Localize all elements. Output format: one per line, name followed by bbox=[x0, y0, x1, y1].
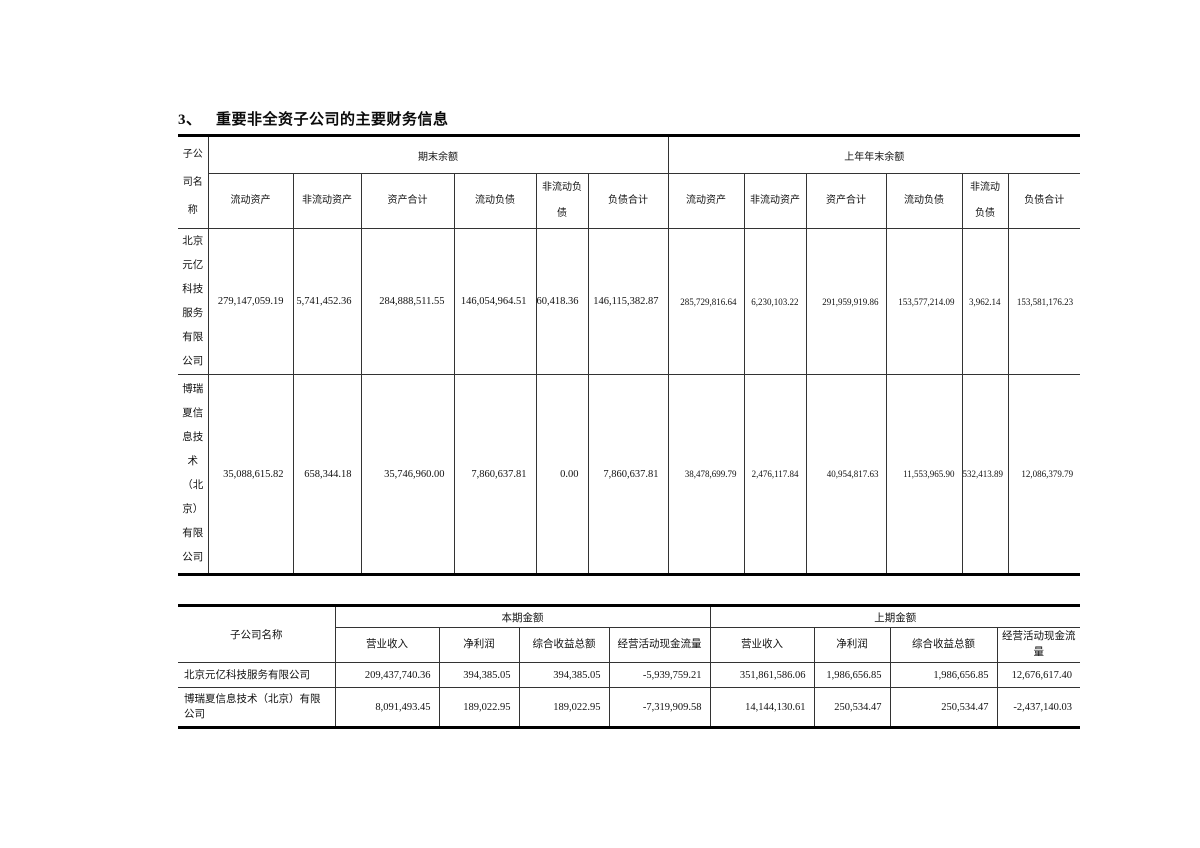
value-cell: 209,437,740.36 bbox=[334, 662, 440, 688]
balance-table: 子公 司名 称 期末余额 上年年末余额 流动资产 非流动资产 资产合计 流动负债… bbox=[178, 134, 1081, 576]
balance-group-prior: 上年年末余额 bbox=[667, 135, 1081, 174]
section-number: 3、 bbox=[178, 112, 202, 128]
value-cell: 658,344.18 bbox=[292, 374, 362, 575]
balance-col-header: 非流动负债 bbox=[535, 173, 589, 229]
income-col-header: 综合收益总额 bbox=[889, 627, 998, 663]
company-name-cell: 北京 元亿 科技 服务 有限 公司 bbox=[178, 228, 209, 375]
balance-col-header: 负债合计 bbox=[587, 173, 669, 229]
value-cell: 146,115,382.87 bbox=[587, 228, 669, 375]
value-cell: 14,144,130.61 bbox=[709, 687, 815, 728]
value-cell: 1,986,656.85 bbox=[813, 662, 891, 688]
value-cell: 279,147,059.19 bbox=[207, 228, 294, 375]
value-cell: 1,986,656.85 bbox=[889, 662, 998, 688]
income-col-header: 经营活动现金流量 bbox=[608, 627, 711, 663]
value-cell: 5,741,452.36 bbox=[292, 228, 362, 375]
value-cell: 285,729,816.64 bbox=[667, 228, 745, 375]
balance-col-header: 非流动资产 bbox=[292, 173, 362, 229]
balance-col-header: 非流动负债 bbox=[961, 173, 1009, 229]
value-cell: 40,954,817.63 bbox=[805, 374, 887, 575]
value-cell: 12,086,379.79 bbox=[1007, 374, 1081, 575]
income-table: 子公司名称 本期金额 上期金额 营业收入 净利润 综合收益总额 经营活动现金流量… bbox=[178, 604, 1080, 729]
balance-col-header: 流动资产 bbox=[208, 173, 294, 229]
income-col-header: 净利润 bbox=[813, 627, 891, 663]
balance-col-header: 负债合计 bbox=[1007, 173, 1081, 229]
balance-col-header: 资产合计 bbox=[805, 173, 887, 229]
value-cell: 38,478,699.79 bbox=[667, 374, 745, 575]
value-cell: 394,385.05 bbox=[438, 662, 520, 688]
income-col-header: 净利润 bbox=[438, 627, 520, 663]
value-cell: 351,861,586.06 bbox=[709, 662, 815, 688]
company-name-cell: 博瑞 夏信 息技 术 （北 京） 有限 公司 bbox=[178, 374, 209, 575]
section-title: 重要非全资子公司的主要财务信息 bbox=[216, 112, 449, 128]
value-cell: 8,091,493.45 bbox=[334, 687, 440, 728]
page-content: 3、 重要非全资子公司的主要财务信息 子公 司名 称 期末余额 上年年末余额 流… bbox=[178, 108, 1081, 729]
income-col-header: 营业收入 bbox=[709, 627, 815, 663]
value-cell: 394,385.05 bbox=[518, 662, 610, 688]
income-table-row: 博瑞夏信息技术（北京）有限公司 8,091,493.45 189,022.95 … bbox=[178, 687, 1080, 728]
income-group-prior: 上期金额 bbox=[709, 605, 1080, 628]
value-cell: -7,319,909.58 bbox=[608, 687, 711, 728]
value-cell: 3,962.14 bbox=[961, 228, 1009, 375]
balance-col-header: 非流动资产 bbox=[743, 173, 807, 229]
value-cell: 11,553,965.90 bbox=[885, 374, 963, 575]
value-cell: 60,418.36 bbox=[535, 228, 589, 375]
balance-table-row: 北京 元亿 科技 服务 有限 公司 279,147,059.19 5,741,4… bbox=[178, 228, 1081, 375]
value-cell: 250,534.47 bbox=[813, 687, 891, 728]
balance-col-header: 流动资产 bbox=[667, 173, 745, 229]
balance-col-header: 流动负债 bbox=[885, 173, 963, 229]
value-cell: 35,088,615.82 bbox=[207, 374, 294, 575]
value-cell: -2,437,140.03 bbox=[996, 687, 1080, 728]
income-group-current: 本期金额 bbox=[334, 605, 711, 628]
value-cell: -5,939,759.21 bbox=[608, 662, 711, 688]
value-cell: 189,022.95 bbox=[438, 687, 520, 728]
balance-table-row: 博瑞 夏信 息技 术 （北 京） 有限 公司 35,088,615.82 658… bbox=[178, 374, 1081, 575]
value-cell: 2,476,117.84 bbox=[743, 374, 807, 575]
value-cell: 0.00 bbox=[535, 374, 589, 575]
balance-col-header: 流动负债 bbox=[453, 173, 537, 229]
value-cell: 189,022.95 bbox=[518, 687, 610, 728]
value-cell: 146,054,964.51 bbox=[453, 228, 537, 375]
value-cell: 35,746,960.00 bbox=[360, 374, 455, 575]
balance-group-current: 期末余额 bbox=[207, 135, 669, 174]
income-name-header: 子公司名称 bbox=[178, 605, 336, 663]
income-table-row: 北京元亿科技服务有限公司 209,437,740.36 394,385.05 3… bbox=[178, 662, 1080, 688]
value-cell: 284,888,511.55 bbox=[360, 228, 455, 375]
income-col-header: 经营活动现金流量 bbox=[996, 627, 1080, 663]
section-heading: 3、 重要非全资子公司的主要财务信息 bbox=[178, 108, 1080, 129]
income-col-header: 综合收益总额 bbox=[518, 627, 610, 663]
balance-name-header: 子公 司名 称 bbox=[178, 135, 209, 229]
company-name-cell: 博瑞夏信息技术（北京）有限公司 bbox=[178, 687, 336, 728]
value-cell: 7,860,637.81 bbox=[453, 374, 537, 575]
value-cell: 153,577,214.09 bbox=[885, 228, 963, 375]
value-cell: 7,860,637.81 bbox=[587, 374, 669, 575]
income-col-header: 营业收入 bbox=[335, 627, 440, 663]
value-cell: 532,413.89 bbox=[961, 374, 1009, 575]
balance-col-header: 资产合计 bbox=[360, 173, 455, 229]
value-cell: 153,581,176.23 bbox=[1007, 228, 1081, 375]
company-name-cell: 北京元亿科技服务有限公司 bbox=[178, 662, 336, 688]
value-cell: 12,676,617.40 bbox=[996, 662, 1080, 688]
value-cell: 250,534.47 bbox=[889, 687, 998, 728]
value-cell: 6,230,103.22 bbox=[743, 228, 807, 375]
value-cell: 291,959,919.86 bbox=[805, 228, 887, 375]
